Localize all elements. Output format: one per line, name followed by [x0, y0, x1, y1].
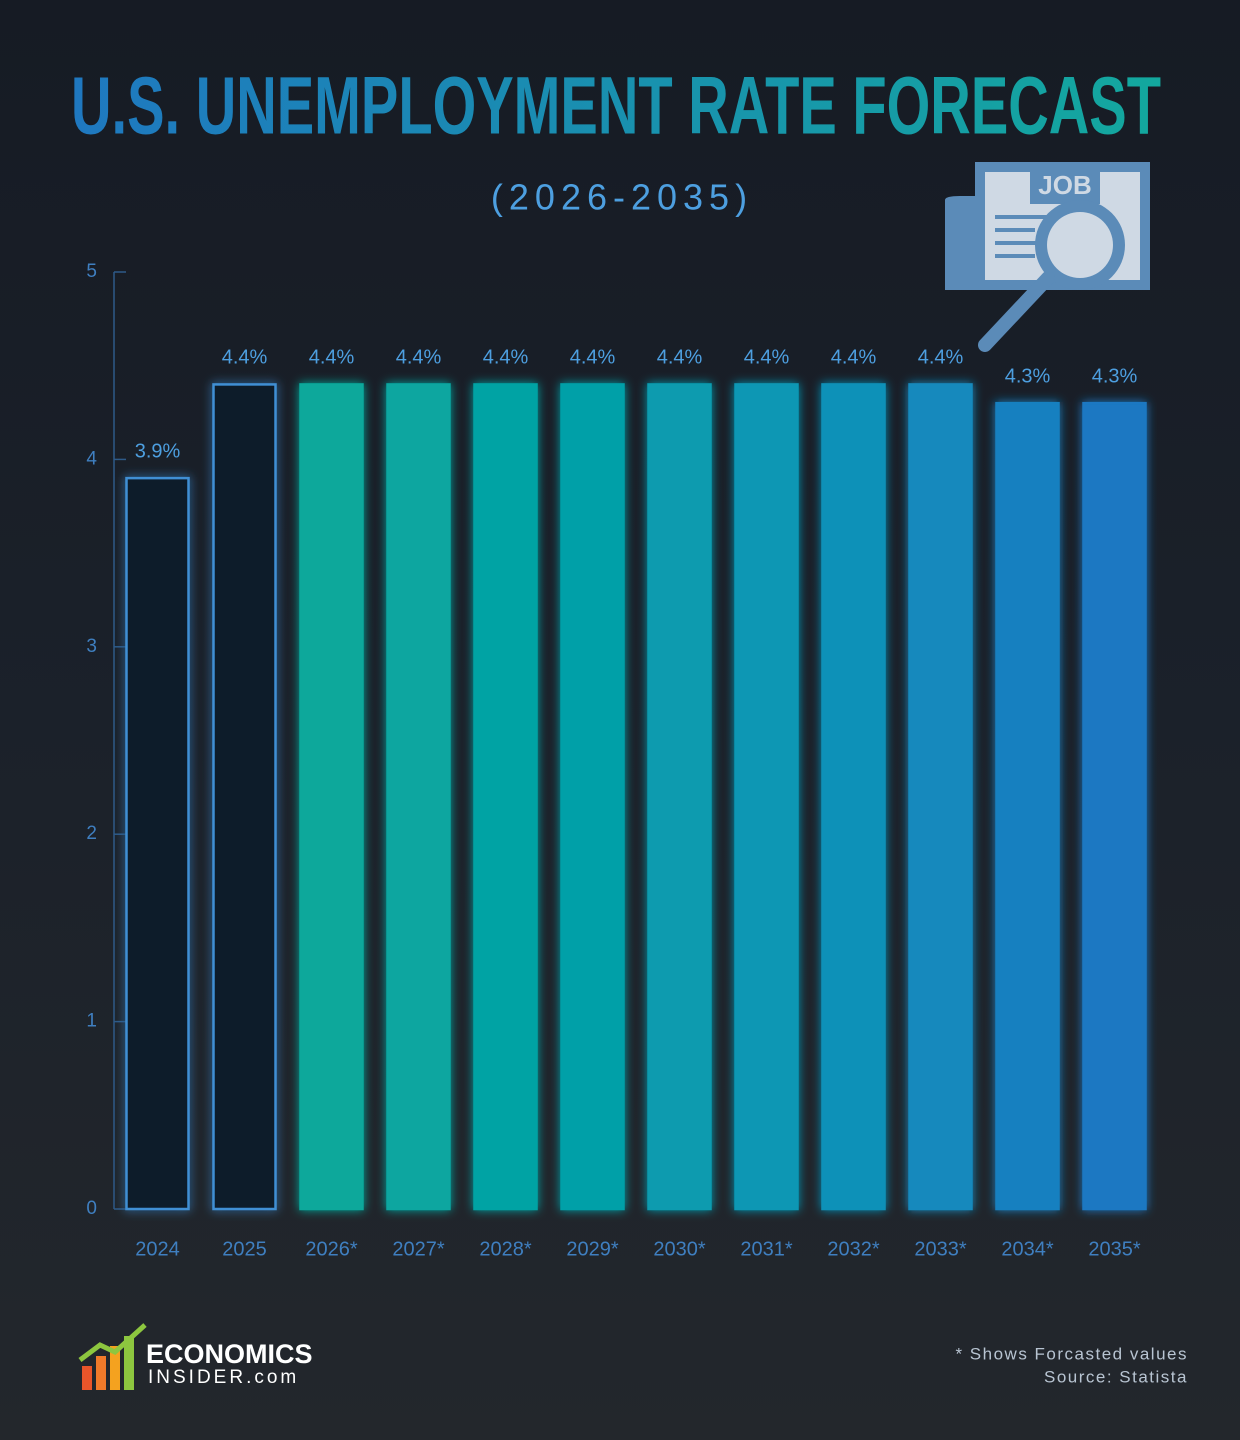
value-label: 4.3% [1092, 365, 1138, 387]
bar [125, 476, 190, 1211]
value-label: 4.4% [831, 347, 877, 369]
logo-name: ECONOMICS [146, 1339, 313, 1369]
y-tick-label: 1 [86, 1011, 97, 1032]
value-label: 4.4% [222, 347, 268, 369]
chart-subtitle: (2026-2035) [491, 177, 753, 218]
bar [1082, 401, 1147, 1211]
job-icon: JOB [945, 162, 1150, 352]
bar [995, 401, 1060, 1211]
value-label: 3.9% [135, 440, 181, 462]
x-tick-label: 2027* [392, 1238, 444, 1260]
y-tick-label: 3 [86, 636, 97, 657]
value-label: 4.3% [1005, 365, 1051, 387]
x-tick-label: 2033* [914, 1238, 966, 1260]
icon-label: JOB [1038, 170, 1091, 200]
bar [212, 383, 277, 1211]
x-tick-label: 2034* [1001, 1238, 1053, 1260]
y-tick-label: 2 [86, 823, 97, 844]
bar [647, 383, 712, 1211]
x-tick-label: 2031* [740, 1238, 792, 1260]
source: Source: Statista [1044, 1367, 1188, 1386]
bar [473, 383, 538, 1211]
footnote: * Shows Forcasted values [955, 1344, 1188, 1363]
value-label: 4.4% [396, 347, 442, 369]
logo: ECONOMICS INSIDER.com [78, 1323, 313, 1390]
x-tick-label: 2026* [305, 1238, 357, 1260]
value-label: 4.4% [918, 347, 964, 369]
value-label: 4.4% [570, 347, 616, 369]
x-tick-label: 2024 [135, 1238, 180, 1260]
logo-domain: INSIDER.com [148, 1367, 299, 1388]
x-tick-label: 2028* [479, 1238, 531, 1260]
bar [560, 383, 625, 1211]
value-label: 4.4% [309, 347, 355, 369]
value-label: 4.4% [483, 347, 529, 369]
y-tick-label: 0 [86, 1198, 97, 1219]
bar [386, 383, 451, 1211]
value-label: 4.4% [657, 347, 703, 369]
bar [908, 383, 973, 1211]
value-label: 4.4% [744, 347, 790, 369]
x-tick-label: 2032* [827, 1238, 879, 1260]
chart-title: U.S. UNEMPLOYMENT RATE FORECAST [71, 61, 1161, 152]
x-tick-label: 2030* [653, 1238, 705, 1260]
bar [299, 383, 364, 1211]
bar [821, 383, 886, 1211]
x-tick-label: 2035* [1088, 1238, 1140, 1260]
bar [734, 383, 799, 1211]
y-tick-label: 4 [86, 448, 97, 469]
x-tick-label: 2025 [222, 1238, 267, 1260]
y-tick-label: 5 [86, 261, 97, 282]
x-tick-label: 2029* [566, 1238, 618, 1260]
